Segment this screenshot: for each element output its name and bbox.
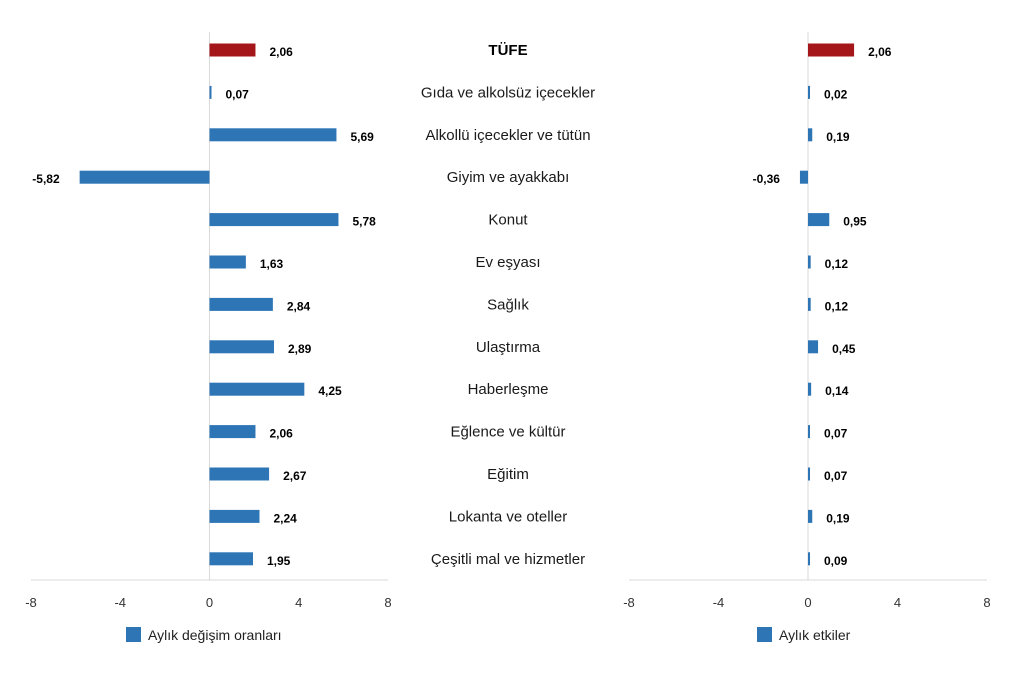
right-x-tick-label: 0: [804, 595, 811, 610]
left-data-label: 1,95: [267, 554, 291, 568]
right-x-tick-label: -4: [713, 595, 725, 610]
category-label: Eğitim: [487, 466, 529, 483]
left-data-label: 2,89: [288, 342, 312, 356]
right-bar: [808, 213, 830, 227]
right-bar: [808, 297, 811, 311]
category-label: Giyim ve ayakkabı: [447, 169, 570, 186]
left-bar: [209, 509, 260, 523]
right-data-label: 0,07: [824, 469, 848, 483]
category-label: Eğlence ve kültür: [450, 424, 565, 441]
left-bar: [209, 340, 274, 354]
left-data-label: 2,06: [269, 427, 293, 441]
category-label: Sağlık: [487, 296, 529, 313]
category-label: Alkollü içecekler ve tütün: [425, 127, 590, 144]
left-legend-swatch: [126, 627, 141, 642]
left-bar: [209, 425, 256, 439]
left-data-label: 2,67: [283, 469, 307, 483]
right-bar: [808, 467, 810, 481]
category-label: Konut: [488, 212, 528, 229]
right-bar: [808, 382, 812, 396]
right-data-label: 0,19: [826, 511, 850, 525]
right-bar: [799, 170, 808, 184]
category-label: Lokanta ve oteller: [449, 508, 567, 525]
right-bar: [808, 128, 813, 142]
right-bar: [808, 340, 819, 354]
right-legend-label: Aylık etkiler: [779, 627, 851, 643]
right-bar: [808, 552, 811, 566]
left-x-tick-label: -8: [25, 595, 37, 610]
category-label: Ev eşyası: [475, 254, 540, 271]
left-data-label: -5,82: [32, 172, 60, 186]
right-x-tick-label: -8: [623, 595, 635, 610]
right-bar: [808, 255, 811, 269]
left-data-label: 2,06: [269, 45, 293, 59]
right-bar: [808, 43, 855, 57]
category-label: TÜFE: [488, 42, 527, 59]
left-legend-label: Aylık değişim oranları: [148, 627, 282, 643]
right-x-tick-label: 8: [983, 595, 990, 610]
left-bar: [209, 552, 254, 566]
right-data-label: -0,36: [753, 172, 781, 186]
left-bar: [209, 213, 339, 227]
right-data-label: 0,12: [825, 299, 849, 313]
right-data-label: 0,19: [826, 130, 850, 144]
left-x-tick-label: 8: [384, 595, 391, 610]
left-x-tick-label: -4: [114, 595, 126, 610]
right-data-label: 0,45: [832, 342, 856, 356]
left-bar: [209, 382, 305, 396]
right-data-label: 0,07: [824, 427, 848, 441]
left-bar: [209, 297, 273, 311]
left-x-tick-label: 4: [295, 595, 302, 610]
left-data-label: 5,78: [352, 215, 376, 229]
category-label: Çeşitli mal ve hizmetler: [431, 551, 585, 568]
left-bar: [79, 170, 210, 184]
left-data-label: 5,69: [350, 130, 374, 144]
right-data-label: 2,06: [868, 45, 892, 59]
left-bar: [209, 255, 246, 269]
left-bar: [209, 85, 212, 99]
right-data-label: 0,02: [824, 87, 848, 101]
right-bar: [808, 85, 810, 99]
left-data-label: 1,63: [260, 257, 284, 271]
left-data-label: 4,25: [318, 384, 342, 398]
left-bar: [209, 43, 256, 57]
right-bar: [808, 509, 813, 523]
right-data-label: 0,14: [825, 384, 849, 398]
right-legend-swatch: [757, 627, 772, 642]
right-bar: [808, 425, 810, 439]
left-bar: [209, 467, 270, 481]
category-label: Ulaştırma: [476, 339, 541, 356]
left-data-label: 2,84: [287, 299, 311, 313]
left-data-label: 2,24: [273, 511, 297, 525]
right-x-tick-label: 4: [894, 595, 901, 610]
category-label: Gıda ve alkolsüz içecekler: [421, 84, 595, 101]
right-data-label: 0,12: [825, 257, 849, 271]
left-x-tick-label: 0: [206, 595, 213, 610]
left-bar: [209, 128, 337, 142]
right-data-label: 0,95: [843, 215, 867, 229]
right-data-label: 0,09: [824, 554, 848, 568]
left-data-label: 0,07: [226, 87, 250, 101]
category-label: Haberleşme: [468, 381, 549, 398]
